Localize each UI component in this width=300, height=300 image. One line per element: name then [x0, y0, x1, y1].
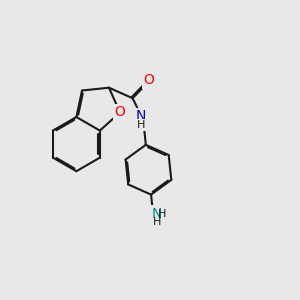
Text: O: O: [115, 105, 125, 119]
Text: H: H: [158, 208, 166, 219]
Text: N: N: [152, 207, 162, 220]
Text: N: N: [136, 110, 146, 123]
Text: H: H: [153, 217, 161, 227]
Text: H: H: [137, 120, 145, 130]
Text: O: O: [143, 73, 154, 87]
